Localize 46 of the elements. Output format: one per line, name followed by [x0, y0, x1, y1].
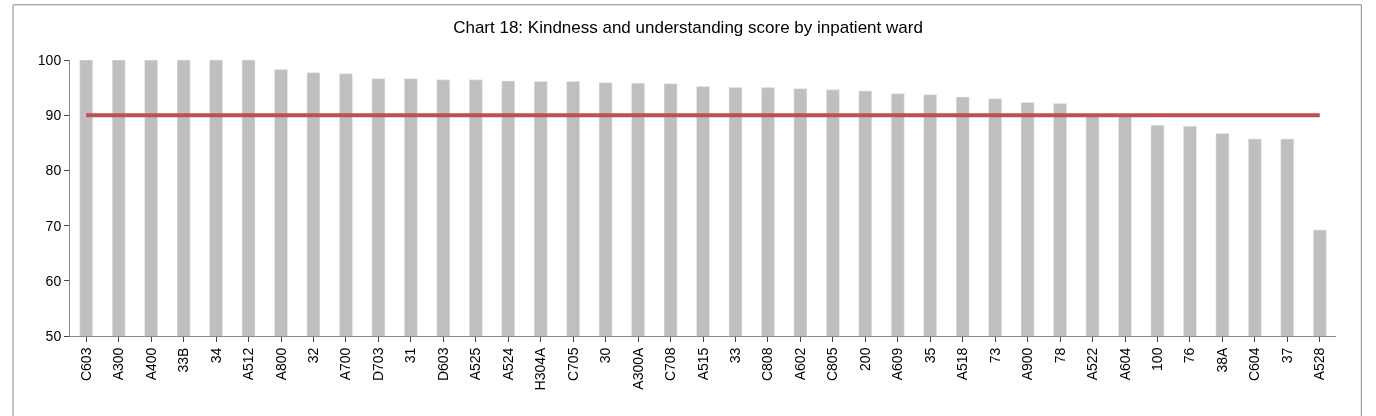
x-tick-label: A400 — [142, 347, 159, 381]
x-tick-label: A512 — [240, 347, 257, 381]
x-tick-label: 33 — [727, 347, 744, 364]
x-tick-label: 32 — [305, 347, 322, 364]
chart-title: Chart 18: Kindness and understanding score by inpatient ward — [453, 17, 923, 37]
x-tick-label: A609 — [889, 347, 906, 381]
x-tick-label: A800 — [272, 347, 289, 381]
x-tick-label: 38A — [1213, 346, 1230, 373]
x-tick-label: H304A — [532, 346, 549, 391]
x-tick-label: A602 — [791, 347, 808, 381]
x-tick-label: 37 — [1278, 347, 1295, 364]
x-tick-label: 200 — [856, 347, 873, 371]
x-tick-label: 33B — [175, 347, 192, 373]
x-tick-label: A700 — [337, 347, 354, 381]
x-tick-label: 34 — [207, 347, 224, 364]
x-tick-label: C604 — [1246, 347, 1263, 382]
x-tick-label: A522 — [1084, 347, 1101, 381]
y-tick-label: 60 — [45, 272, 62, 289]
x-tick-label: A515 — [694, 347, 711, 381]
x-tick-label: 78 — [1051, 347, 1068, 364]
x-tick-label: A300 — [110, 347, 127, 381]
x-tick-label: A518 — [954, 347, 971, 381]
y-tick-label: 100 — [37, 51, 62, 68]
x-tick-label: C603 — [77, 347, 94, 382]
x-tick-label: 100 — [1149, 347, 1166, 371]
x-tick-label: 76 — [1181, 347, 1198, 364]
y-tick-label: 80 — [45, 162, 62, 179]
y-tick-label: 90 — [45, 107, 62, 124]
x-tick-label: D703 — [369, 347, 386, 382]
y-tick-label: 70 — [45, 217, 62, 234]
x-tick-label: D603 — [434, 347, 451, 382]
x-tick-label: A524 — [499, 347, 516, 381]
x-tick-label: C805 — [824, 347, 841, 382]
x-tick-label: C708 — [662, 347, 679, 382]
x-tick-label: A525 — [467, 347, 484, 381]
x-tick-label: A900 — [1019, 347, 1036, 381]
x-tick-label: 31 — [402, 347, 419, 364]
x-tick-label: A604 — [1116, 347, 1133, 381]
x-tick-label: C705 — [564, 347, 581, 382]
x-tick-label: C808 — [759, 347, 776, 382]
x-tick-label: 30 — [597, 347, 614, 364]
x-tick-label: A300A — [629, 346, 646, 390]
x-tick-label: A528 — [1311, 347, 1328, 381]
y-tick-label: 50 — [45, 327, 62, 344]
x-tick-label: 35 — [921, 347, 938, 364]
x-tick-label: 73 — [986, 347, 1003, 364]
